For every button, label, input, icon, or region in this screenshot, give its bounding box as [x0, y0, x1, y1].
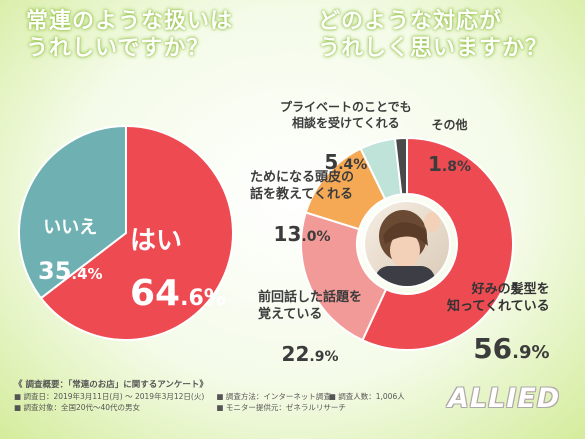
label-r3: ためになる頭皮の 話を教えてくれる 13.0%: [250, 150, 354, 268]
label-r5-int: 1: [428, 152, 442, 176]
label-r1-int: 56: [473, 332, 513, 365]
label-r3-pct: %: [316, 229, 331, 245]
label-r5-dec: .8: [441, 159, 457, 175]
label-yes-name: はい: [130, 226, 183, 256]
label-r4-pct: %: [353, 157, 368, 173]
label-r1-pct: %: [531, 342, 550, 363]
label-r3-name: ためになる頭皮の 話を教えてくれる: [250, 170, 355, 202]
yes-no-pie-slice-2: [18, 124, 127, 300]
yes-no-pie-chart: [18, 124, 234, 341]
right-chart-title: どのような対応が うれしく思いますか？: [318, 9, 549, 61]
label-r2-dec: .9: [309, 349, 325, 365]
left-chart-title: 常連のような扱いは うれしいですか？: [26, 9, 234, 61]
label-r3-int: 13: [273, 222, 302, 246]
survey-overview: 《 調査概要：「常連のお店」に関するアンケート》 ■ 調査日：2019年3月11…: [14, 380, 405, 413]
label-r1-dec: .9: [512, 342, 532, 363]
response-donut-slice-5: [393, 136, 408, 196]
label-r4: プライベートのことでも 相談を受けてくれる 5.4%: [280, 80, 412, 196]
label-r1: 好みの髪型を 知ってくれている 56.9%: [447, 262, 550, 387]
label-r5: その他 1.8%: [428, 98, 471, 198]
label-no: いいえ 35.4%: [38, 198, 103, 306]
survey-count: ■ 調査人数：1,006人: [328, 392, 405, 401]
label-r5-name: その他: [431, 118, 468, 132]
survey-target: ■ 調査対象：全国20代～40代の男女: [14, 403, 141, 412]
label-yes: はい 64.6%: [130, 207, 226, 338]
response-donut-chart: [300, 136, 514, 351]
label-r4-name: プライベートのことでも 相談を受けてくれる: [280, 100, 412, 130]
survey-heading: 《 調査概要：「常連のお店」に関するアンケート》: [14, 380, 208, 390]
yes-no-pie-slice-1: [39, 124, 234, 341]
stylist-photo: [363, 200, 451, 288]
label-r5-pct: %: [456, 159, 472, 175]
survey-provider: ■ モニター提供元：ゼネラルリサーチ: [216, 403, 346, 412]
label-yes-int: 64: [130, 273, 181, 314]
label-yes-pct: %: [203, 286, 226, 311]
label-r2-name: 前回話した話題を 覚えている: [258, 290, 363, 322]
survey-date: ■ 調査日：2019年3月11日(月) ～ 2019年3月12日(火): [14, 392, 205, 401]
allied-logo: ALLIED: [448, 383, 561, 414]
label-r1-name: 好みの髪型を 知ってくれている: [447, 282, 550, 314]
label-no-int: 35: [38, 257, 72, 285]
label-r2-int: 22: [281, 342, 310, 366]
label-no-name: いいえ: [43, 217, 98, 238]
label-no-pct: %: [87, 265, 103, 283]
response-donut-slice-2: [300, 211, 388, 342]
label-r2: 前回話した話題を 覚えている 22.9%: [258, 270, 362, 388]
label-no-dec: .4: [71, 265, 88, 283]
survey-method: ■ 調査方法：インターネット調査: [216, 392, 331, 401]
label-r4-int: 5: [324, 150, 339, 174]
label-yes-dec: .6: [180, 286, 204, 311]
response-donut-slice-1: [361, 136, 514, 351]
label-r3-dec: .0: [301, 229, 317, 245]
label-r2-pct: %: [324, 349, 339, 365]
label-r4-dec: .4: [338, 157, 354, 173]
